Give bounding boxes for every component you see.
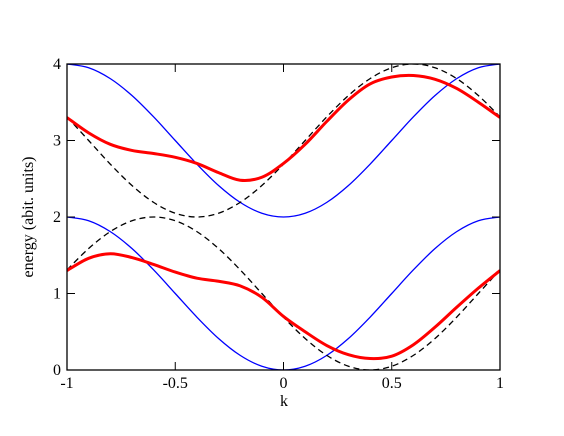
y-tick-label: 3: [53, 133, 61, 150]
y-tick-label: 1: [53, 286, 61, 303]
x-tick-label: -1: [60, 375, 73, 392]
x-tick-label: 0.5: [382, 375, 402, 392]
x-tick-label: 0: [280, 375, 288, 392]
line: [67, 64, 500, 218]
x-axis-label: k: [280, 393, 288, 410]
x-tick-label: -0.5: [163, 375, 188, 392]
line: [67, 64, 500, 218]
y-tick-label: 0: [53, 362, 61, 379]
line: [67, 216, 500, 370]
line: [67, 73, 500, 183]
line: [67, 252, 500, 361]
y-axis-label: energy (abit. units): [20, 156, 37, 277]
line: [67, 216, 500, 370]
y-tick-label: 2: [53, 209, 61, 226]
y-tick-label: 4: [53, 56, 61, 73]
x-tick-label: 1: [496, 375, 504, 392]
